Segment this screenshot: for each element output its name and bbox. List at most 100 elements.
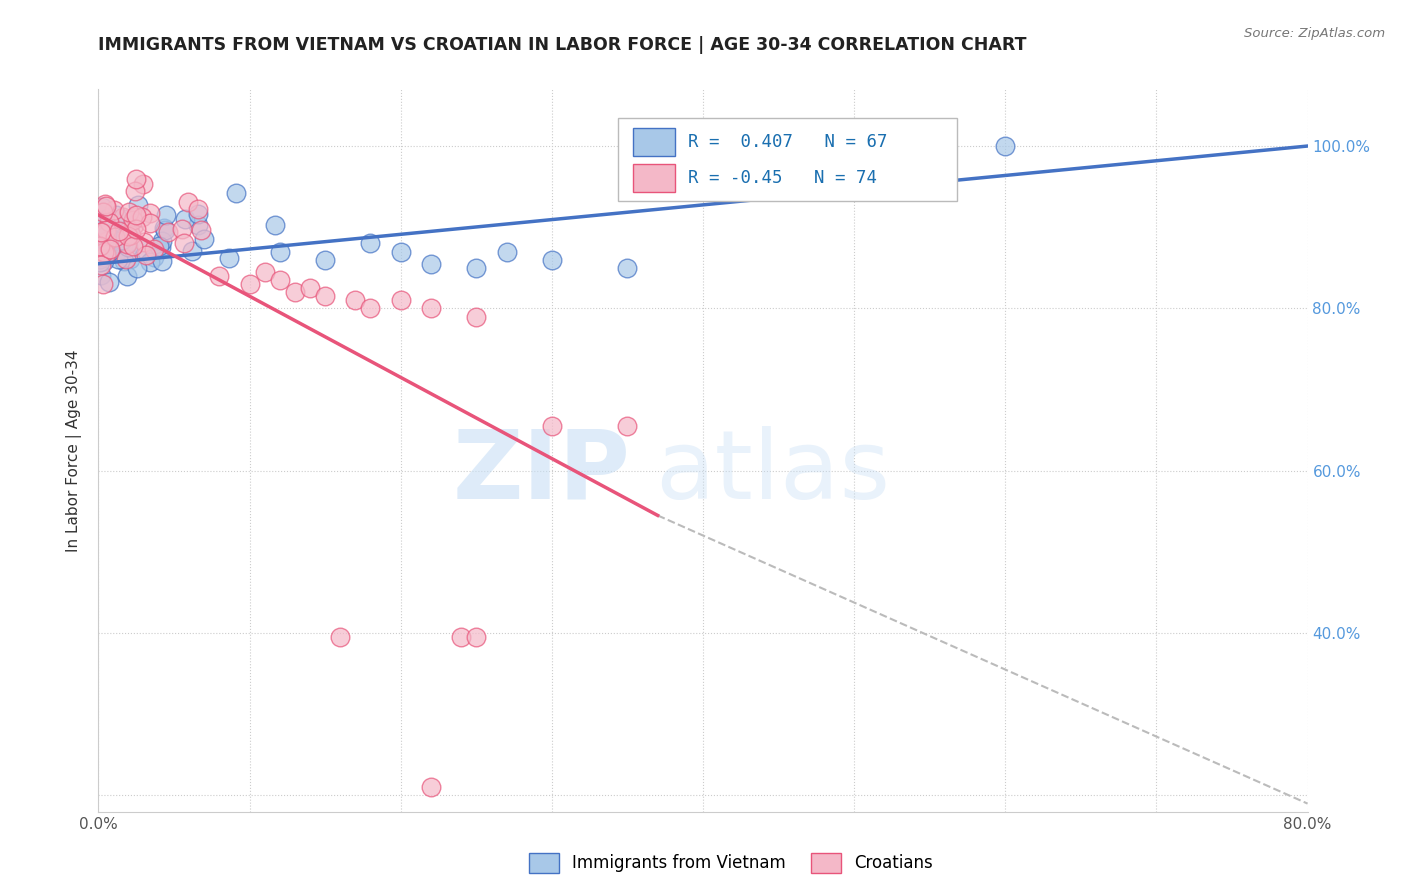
FancyBboxPatch shape [619,118,957,202]
Point [118,252,141,266]
Point [540,419,562,434]
Point [264,218,287,232]
Point [139,216,162,230]
Point [100,231,122,245]
Point [97,211,120,225]
Point [89,239,111,253]
Point [218,252,240,266]
Point [125,222,148,236]
Point [117,227,139,241]
Point [98,275,121,289]
Point [132,178,155,192]
Point [193,232,215,246]
Text: ZIP: ZIP [453,425,630,518]
Point [420,301,443,316]
Point [98,242,121,256]
Point [90,226,112,240]
Point [129,241,152,255]
Point [96,227,118,242]
Point [299,281,322,295]
Point [155,208,177,222]
Point [96,235,118,249]
Point [153,221,176,235]
Text: Source: ZipAtlas.com: Source: ZipAtlas.com [1244,27,1385,40]
Bar [633,128,675,156]
Point [170,222,193,236]
Point [135,248,157,262]
Point [187,218,209,232]
Point [112,253,135,268]
Point [115,269,138,284]
Point [148,239,170,253]
Point [465,310,488,324]
Point [269,244,291,259]
Point [122,239,145,253]
Point [157,225,180,239]
Point [94,234,117,248]
Point [139,206,162,220]
Point [149,240,172,254]
Point [89,252,111,266]
Point [108,224,131,238]
Point [111,231,134,245]
Point [389,244,412,259]
Text: atlas: atlas [655,425,890,518]
Point [97,247,120,261]
Point [111,210,134,224]
Point [389,293,412,308]
Point [115,252,138,267]
Point [117,205,139,219]
Point [117,223,139,237]
Point [103,230,125,244]
Text: IMMIGRANTS FROM VIETNAM VS CROATIAN IN LABOR FORCE | AGE 30-34 CORRELATION CHART: IMMIGRANTS FROM VIETNAM VS CROATIAN IN L… [98,36,1026,54]
Point [93,277,115,291]
Point [124,185,146,199]
Point [94,199,117,213]
Point [122,213,145,227]
Point [96,246,118,260]
Point [98,215,121,229]
Point [152,253,174,268]
Point [91,205,114,219]
Point [344,293,367,308]
Point [314,289,336,303]
Point [420,780,443,795]
Point [117,240,139,254]
Point [96,223,118,237]
Point [112,212,135,227]
Point [111,233,134,247]
Point [89,255,111,269]
Legend: Immigrants from Vietnam, Croatians: Immigrants from Vietnam, Croatians [523,847,939,880]
Point [93,253,115,268]
Point [187,202,209,216]
Point [616,260,638,275]
Point [131,210,153,224]
Point [127,197,149,211]
Point [284,285,307,300]
Point [329,630,352,644]
Point [93,245,115,260]
Point [90,225,112,239]
Point [89,227,111,241]
Point [100,234,122,248]
Point [91,242,114,256]
Point [94,247,117,261]
Point [360,236,382,251]
Point [139,255,162,269]
Point [94,196,117,211]
Point [174,211,197,226]
Text: R =  0.407   N = 67: R = 0.407 N = 67 [689,133,889,151]
Point [89,235,111,250]
Point [120,228,142,243]
Point [118,223,141,237]
Point [91,244,114,258]
Point [540,252,562,267]
Point [153,223,176,237]
Point [190,223,212,237]
Point [360,301,382,316]
Point [495,244,517,259]
Point [180,244,202,259]
Point [122,218,145,232]
Point [115,237,138,252]
Point [103,203,125,218]
